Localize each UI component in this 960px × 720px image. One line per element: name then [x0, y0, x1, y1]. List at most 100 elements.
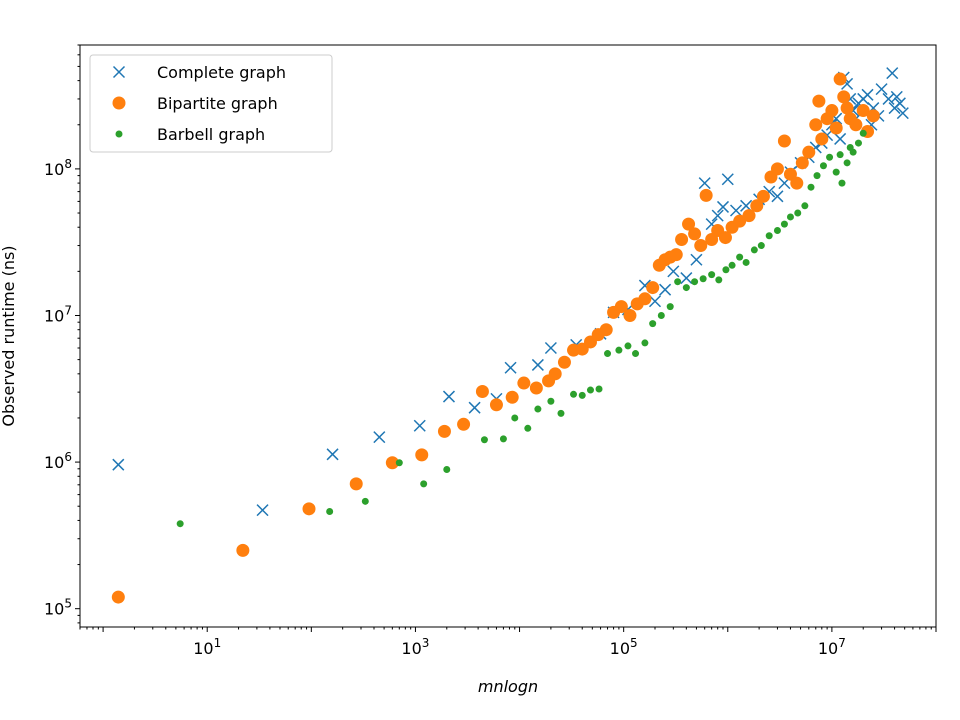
data-point: [699, 275, 707, 283]
data-point: [843, 159, 851, 167]
legend-marker: [112, 96, 126, 110]
legend-box: [89, 54, 333, 153]
data-point: [504, 361, 517, 374]
data-point: [511, 414, 519, 422]
data-point: [694, 239, 708, 253]
data-point: [544, 341, 557, 355]
y-tick-label: 108: [44, 157, 72, 179]
data-point: [861, 88, 874, 101]
legend: Complete graph Bipartite graph Barbell gra…: [89, 54, 333, 153]
data-point: [680, 272, 693, 285]
data-point: [570, 390, 578, 398]
plot-frame: [79, 44, 937, 628]
data-point: [641, 339, 649, 347]
data-point: [801, 202, 809, 210]
data-point: [659, 283, 672, 296]
data-point: [373, 431, 386, 444]
data-point: [750, 199, 764, 213]
y-tick-label: 106: [44, 450, 72, 472]
data-point: [534, 405, 542, 413]
data-point: [807, 183, 815, 191]
data-point: [669, 248, 683, 262]
data-point: [838, 179, 846, 187]
series-barbell-graph: [176, 129, 867, 528]
data-point: [688, 227, 702, 241]
x-axis-label: mnlogn: [478, 677, 538, 696]
data-point: [604, 350, 612, 358]
series-bipartite-graph: [111, 72, 880, 604]
data-point: [829, 121, 843, 135]
data-point: [698, 177, 711, 190]
data-point: [675, 232, 689, 246]
data-point: [361, 497, 369, 505]
data-point: [890, 90, 903, 103]
data-point: [489, 398, 503, 412]
x-tick-label: 101: [193, 636, 221, 658]
legend-item: Barbell graph: [115, 125, 265, 144]
data-point: [716, 200, 730, 213]
data-point: [236, 543, 250, 557]
data-point: [256, 504, 269, 517]
data-point: [809, 118, 823, 132]
data-point: [547, 397, 555, 405]
data-point: [813, 172, 821, 180]
data-point: [632, 350, 640, 358]
legend-marker: [112, 65, 126, 79]
data-point: [638, 292, 652, 306]
data-point: [722, 266, 730, 274]
legend-item: Complete graph: [112, 63, 286, 82]
data-point: [721, 173, 734, 186]
data-point: [846, 143, 854, 151]
data-point: [437, 424, 451, 438]
data-point: [893, 97, 906, 110]
data-point: [646, 281, 660, 295]
y-axis-label: Observed runtime (ns): [0, 245, 18, 426]
data-point: [708, 271, 716, 279]
data-point: [728, 261, 736, 269]
x-tick-label: 107: [818, 636, 846, 658]
data-point: [849, 118, 863, 132]
data-point: [856, 104, 870, 118]
x-tick-label: 103: [401, 636, 429, 658]
data-point: [729, 204, 743, 217]
data-point: [819, 162, 827, 170]
data-point: [614, 300, 628, 314]
data-point: [657, 311, 665, 319]
data-point: [413, 419, 426, 432]
data-point: [833, 72, 847, 86]
data-point: [615, 346, 623, 354]
data-point: [624, 342, 632, 350]
legend-label: Bipartite graph: [157, 94, 278, 113]
data-point: [524, 424, 532, 432]
data-point: [699, 188, 713, 202]
data-point: [682, 284, 690, 292]
data-point: [757, 242, 765, 250]
data-point: [733, 214, 747, 228]
data-point: [648, 295, 662, 308]
data-point: [420, 480, 428, 488]
legend-marker: [115, 130, 123, 138]
data-point: [674, 278, 682, 286]
data-point: [742, 209, 756, 223]
data-marks: [111, 67, 909, 604]
data-point: [711, 209, 724, 222]
data-point: [442, 390, 456, 403]
data-point: [866, 109, 880, 123]
data-point: [457, 417, 471, 431]
data-point: [771, 190, 784, 203]
data-point: [475, 385, 489, 399]
data-point: [557, 355, 571, 369]
legend-label: Complete graph: [157, 63, 286, 82]
data-point: [468, 401, 481, 414]
data-point: [736, 253, 744, 261]
y-tick-label: 105: [44, 597, 72, 619]
data-point: [595, 385, 603, 393]
data-point: [667, 265, 680, 278]
data-point: [599, 323, 613, 337]
data-point: [529, 381, 543, 395]
data-point: [385, 456, 399, 470]
x-tick-label: 105: [610, 636, 638, 658]
data-point: [691, 278, 699, 286]
data-point: [826, 153, 834, 161]
